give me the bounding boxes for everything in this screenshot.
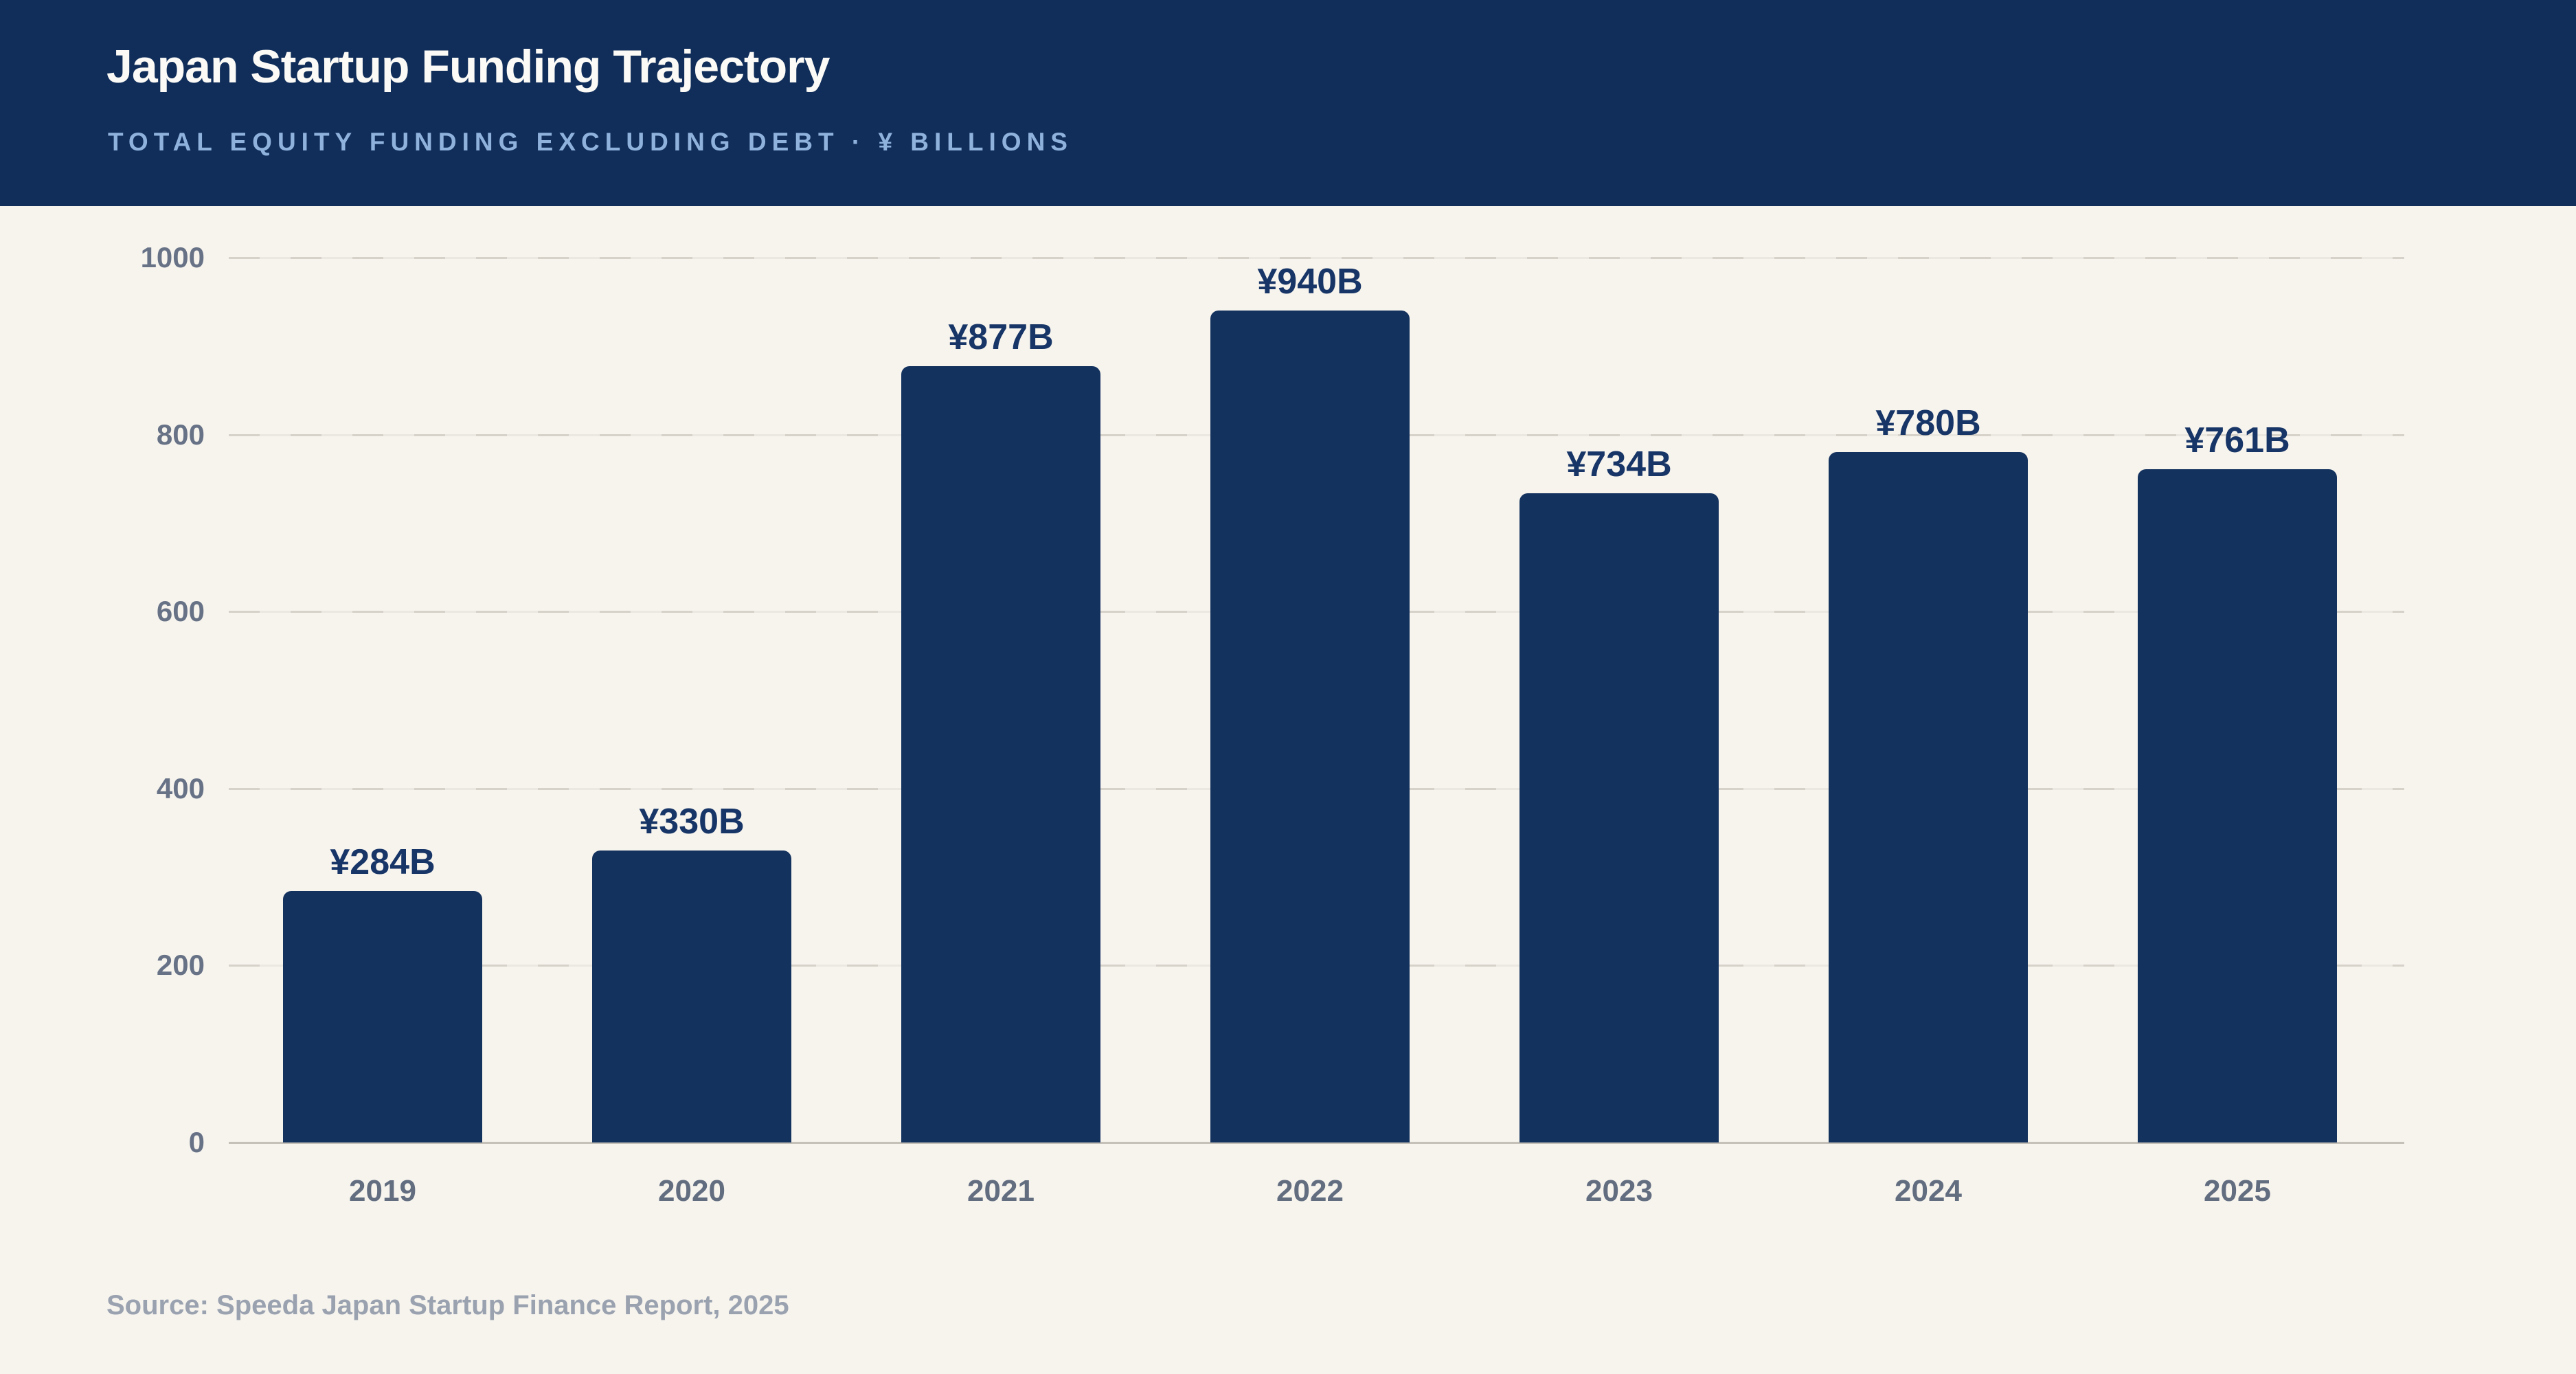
bar-2024 — [1829, 452, 2028, 1142]
bar-2022 — [1210, 311, 1410, 1142]
bar-2019 — [283, 891, 482, 1142]
bar-value-label: ¥734B — [1566, 444, 1672, 484]
source-note: Source: Speeda Japan Startup Finance Rep… — [106, 1290, 789, 1320]
x-axis-tick-label: 2021 — [967, 1174, 1035, 1208]
bar-value-label: ¥780B — [1875, 403, 1981, 444]
bar-2020 — [592, 850, 791, 1142]
bar-chart-plot-area: 0 200 400 600 800 1000 ¥284B 2019 ¥330B 2020 ¥877B… — [0, 206, 2576, 1374]
bar-2023 — [1519, 493, 1719, 1142]
y-axis-tick-label: 200 — [156, 949, 205, 982]
x-axis-tick-label: 2019 — [349, 1174, 416, 1208]
header-banner: Japan Startup Funding Trajectory TOTAL E… — [0, 0, 2576, 206]
bar-2021 — [901, 366, 1100, 1142]
y-axis-tick-label: 0 — [188, 1126, 205, 1158]
bar-value-label: ¥940B — [1257, 262, 1363, 302]
x-axis-tick-label: 2024 — [1895, 1174, 1962, 1208]
bar-value-label: ¥284B — [330, 842, 436, 883]
y-axis-tick-label: 600 — [156, 595, 205, 628]
bar-value-label: ¥761B — [2184, 420, 2290, 460]
bar-2025 — [2138, 469, 2337, 1142]
y-axis-tick-label: 400 — [156, 772, 205, 804]
x-axis-tick-label: 2025 — [2204, 1174, 2271, 1208]
chart-subtitle: TOTAL EQUITY FUNDING EXCLUDING DEBT · ¥ … — [108, 128, 1073, 156]
bar-value-label: ¥330B — [639, 801, 745, 842]
chart-title: Japan Startup Funding Trajectory — [106, 41, 830, 93]
x-axis-tick-label: 2020 — [658, 1174, 725, 1208]
gridline — [229, 257, 2404, 259]
bar-value-label: ¥877B — [948, 317, 1054, 358]
x-axis-tick-label: 2022 — [1276, 1174, 1344, 1208]
y-axis-tick-label: 1000 — [140, 241, 205, 273]
x-axis-baseline — [229, 1142, 2404, 1144]
x-axis-tick-label: 2023 — [1585, 1174, 1653, 1208]
y-axis-tick-label: 800 — [156, 418, 205, 451]
